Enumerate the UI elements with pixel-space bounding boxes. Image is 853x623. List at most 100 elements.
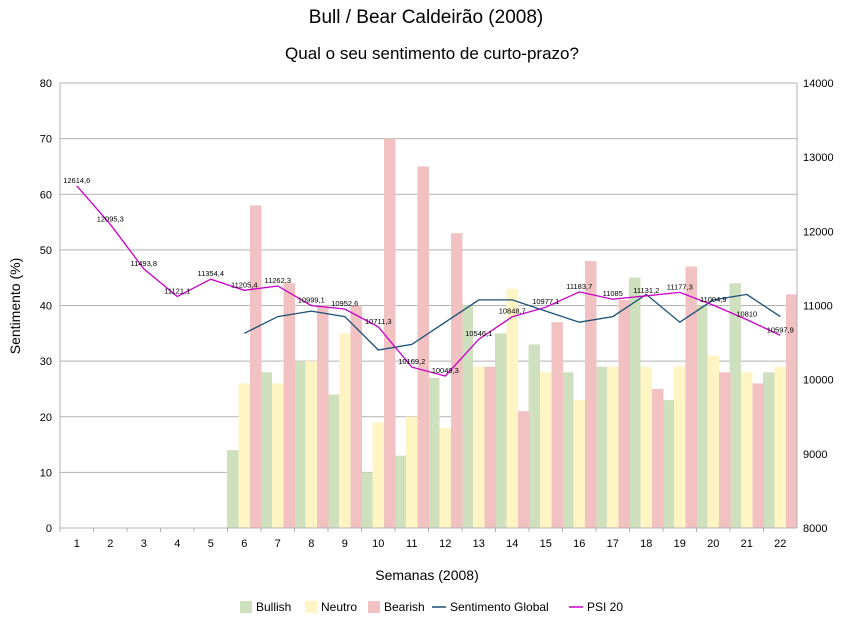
y2-tick-label: 9000 — [803, 449, 827, 461]
bar-bearish — [719, 372, 731, 528]
y-tick-label: 60 — [40, 189, 52, 201]
bar-neutro — [439, 427, 451, 528]
y-tick-label: 70 — [40, 134, 52, 146]
psi20-data-label: 11177,3 — [667, 282, 693, 291]
bar-bearish — [350, 305, 362, 528]
bar-neutro — [674, 366, 686, 528]
bar-bearish — [685, 266, 697, 528]
bar-bullish — [260, 372, 272, 528]
bar-neutro — [339, 333, 351, 528]
bar-bullish — [729, 283, 741, 528]
y-tick-label: 0 — [46, 523, 52, 535]
psi20-data-label: 11493,8 — [130, 259, 157, 268]
x-tick-label: 1 — [74, 538, 80, 550]
y-tick-label: 80 — [40, 78, 52, 90]
psi20-data-label: 11262,3 — [264, 276, 291, 285]
x-tick-label: 14 — [506, 538, 518, 550]
x-tick-label: 3 — [141, 538, 147, 550]
y-tick-label: 50 — [40, 245, 52, 257]
x-tick-label: 2 — [107, 538, 113, 550]
psi20-data-label: 10810 — [736, 310, 757, 319]
axes: 0 10 20 30 40 50 60 70 80 8000 9000 10000 11000 12000… — [40, 78, 834, 550]
x-tick-label: 18 — [640, 538, 652, 550]
psi20-data-label: 11183,7 — [566, 282, 592, 291]
bar-bullish — [227, 450, 239, 528]
x-tick-label: 13 — [473, 538, 485, 550]
bar-neutro — [540, 372, 552, 528]
y2-tick-label: 10000 — [803, 375, 834, 387]
bar-bullish — [562, 372, 574, 528]
bar-bearish — [585, 261, 597, 528]
x-tick-label: 8 — [308, 538, 314, 550]
bar-bullish — [763, 372, 775, 528]
legend-label: Sentimento Global — [450, 600, 549, 614]
y2-tick-label: 12000 — [803, 226, 834, 238]
bar-bearish — [484, 366, 496, 528]
bar-bearish — [518, 411, 530, 528]
bar-bearish — [451, 233, 463, 528]
line-psi-20 — [76, 185, 781, 377]
bar-neutro — [707, 355, 719, 528]
bar-neutro — [238, 383, 250, 528]
y2-tick-label: 8000 — [803, 523, 827, 535]
chart-title: Bull / Bear Caldeirão (2008) — [309, 7, 543, 28]
bar-bearish — [618, 299, 630, 528]
legend-label: Bearish — [384, 600, 425, 614]
bar-neutro — [473, 366, 485, 528]
x-tick-label: 10 — [372, 538, 384, 550]
x-tick-label: 9 — [342, 538, 348, 550]
bar-neutro — [741, 372, 753, 528]
bar-bullish — [629, 277, 641, 528]
bar-bearish — [786, 294, 798, 528]
legend-label: PSI 20 — [587, 600, 623, 614]
bar-neutro — [607, 366, 619, 528]
legend-swatch — [305, 601, 317, 613]
psi20-data-label: 10711,3 — [365, 317, 392, 326]
x-tick-label: 11 — [406, 538, 417, 550]
bar-bullish — [495, 333, 507, 528]
psi20-data-label: 10546,1 — [465, 329, 492, 338]
x-tick-label: 22 — [774, 538, 786, 550]
psi20-data-label: 11004,9 — [700, 295, 727, 304]
bar-bearish — [384, 138, 396, 528]
psi20-data-label: 11205,4 — [231, 280, 258, 289]
psi20-data-label: 11121,1 — [164, 287, 190, 296]
bar-neutro — [272, 383, 284, 528]
bar-bullish — [528, 344, 540, 528]
legend-swatch — [368, 601, 380, 613]
psi20-data-labels: 12614,6 12095,3 11493,8 11121,1 11354,4 11205… — [63, 176, 794, 375]
bar-neutro — [640, 366, 652, 528]
psi20-data-label: 10999,1 — [298, 296, 325, 305]
bar-bearish — [250, 205, 262, 528]
x-tick-label: 6 — [241, 538, 247, 550]
psi20-data-label: 11354,4 — [197, 269, 224, 278]
bar-bearish — [417, 166, 429, 528]
y-tick-label: 20 — [40, 412, 52, 424]
legend-swatch — [240, 601, 252, 613]
bar-bearish — [752, 383, 764, 528]
x-tick-label: 5 — [208, 538, 214, 550]
bar-neutro — [372, 422, 384, 528]
y2-tick-label: 14000 — [803, 78, 834, 90]
y-tick-label: 40 — [40, 301, 52, 313]
bar-bullish — [394, 455, 406, 528]
bar-bullish — [461, 305, 473, 528]
bar-bullish — [428, 377, 440, 528]
legend-label: Bullish — [256, 600, 291, 614]
y-axis-title: Sentimento (%) — [7, 258, 23, 354]
psi20-data-label: 11085 — [603, 289, 623, 298]
x-tick-label: 4 — [174, 538, 180, 550]
series-lines — [76, 185, 781, 377]
bars — [227, 138, 798, 528]
bar-bullish — [662, 400, 674, 528]
x-tick-label: 21 — [741, 538, 753, 550]
bar-neutro — [774, 366, 786, 528]
y2-tick-label: 11000 — [803, 301, 833, 313]
bar-neutro — [506, 288, 518, 528]
y-tick-label: 30 — [40, 356, 52, 368]
psi20-data-label: 10977,1 — [532, 297, 559, 306]
psi20-data-label: 10049,3 — [432, 366, 459, 375]
x-axis-title: Semanas (2008) — [375, 567, 479, 583]
bar-bullish — [696, 305, 708, 528]
